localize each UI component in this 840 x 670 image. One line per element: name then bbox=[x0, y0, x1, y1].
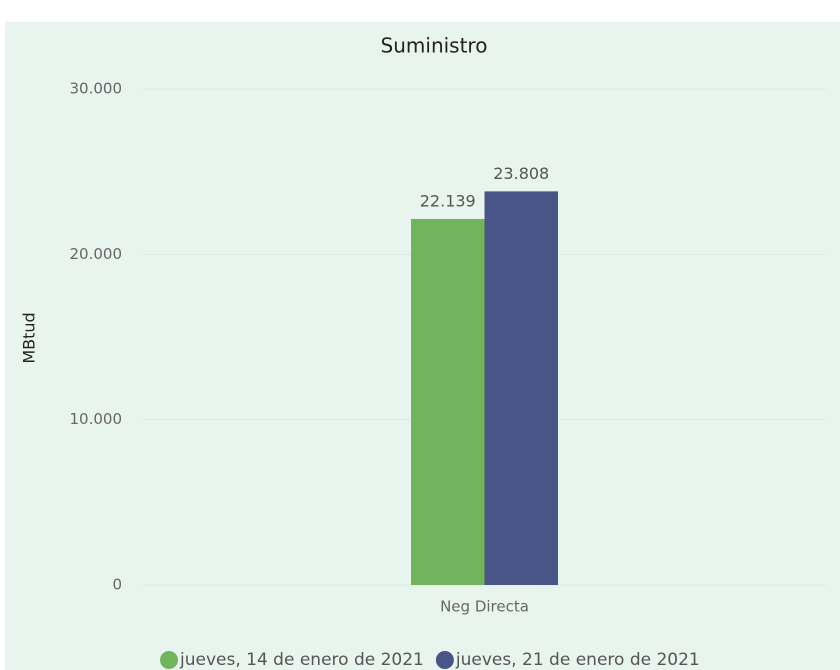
legend-label: jueves, 21 de enero de 2021 bbox=[455, 650, 700, 670]
y-tick-label: 10.000 bbox=[70, 410, 123, 428]
data-label: 22.139 bbox=[420, 191, 476, 210]
y-axis-label: MBtud bbox=[20, 312, 39, 363]
y-tick-label: 0 bbox=[112, 576, 122, 594]
bar bbox=[411, 218, 485, 585]
y-tick-label: 20.000 bbox=[70, 245, 123, 263]
legend-label: jueves, 14 de enero de 2021 bbox=[179, 650, 424, 670]
y-tick-label: 30.000 bbox=[70, 80, 123, 98]
chart-title: Suministro bbox=[381, 34, 488, 58]
x-tick-label: Neg Directa bbox=[440, 598, 529, 616]
legend-marker bbox=[435, 651, 454, 669]
data-label: 23.808 bbox=[493, 164, 549, 183]
bar bbox=[484, 191, 558, 586]
legend-marker bbox=[160, 651, 178, 669]
